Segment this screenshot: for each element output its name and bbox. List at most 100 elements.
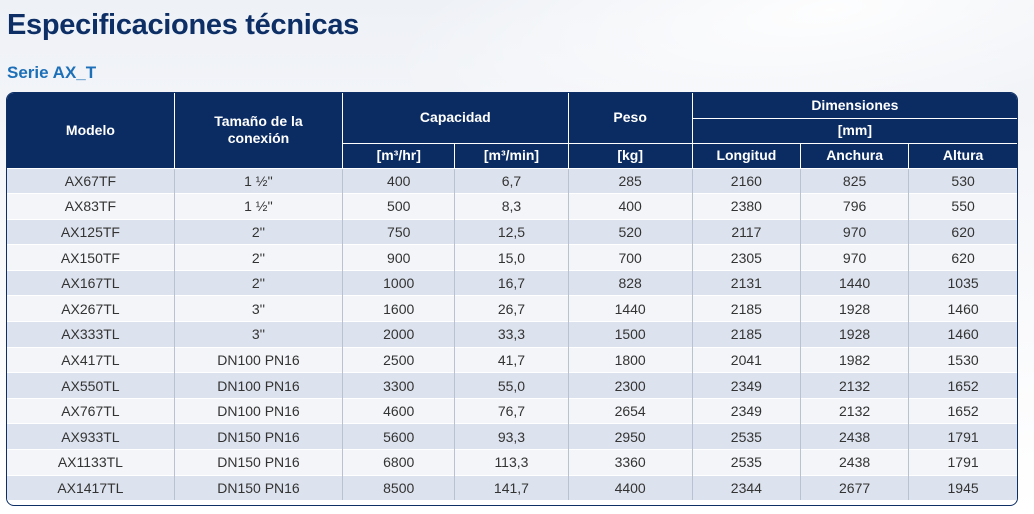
cell-capacidad-m3hr: 6800	[342, 449, 456, 476]
cell-modelo: AX933TL	[7, 423, 175, 450]
cell-longitud: 2535	[692, 423, 801, 450]
cell-capacidad-m3hr: 2500	[342, 346, 456, 373]
cell-anchura: 2677	[800, 474, 910, 501]
cell-anchura: 970	[800, 218, 910, 245]
cell-anchura: 2132	[800, 397, 910, 424]
cell-altura: 1035	[908, 269, 1017, 296]
cell-peso: 700	[568, 244, 693, 271]
cell-capacidad-m3min: 8,3	[454, 193, 569, 220]
cell-peso: 400	[568, 193, 693, 220]
cell-altura: 1530	[908, 346, 1017, 373]
cell-capacidad-m3min: 55,0	[454, 372, 569, 399]
cell-anchura: 1982	[800, 346, 910, 373]
specs-table: Modelo Tamaño de la conexión Capacidad P…	[7, 93, 1017, 501]
cell-longitud: 2117	[692, 218, 801, 245]
cell-capacidad-m3min: 12,5	[454, 218, 569, 245]
cell-capacidad-m3hr: 500	[342, 193, 456, 220]
cell-anchura: 1440	[800, 269, 910, 296]
cell-capacidad-m3min: 76,7	[454, 397, 569, 424]
header-m3min: [m³/min]	[454, 143, 569, 169]
cell-longitud: 2349	[692, 397, 801, 424]
cell-longitud: 2160	[692, 167, 801, 194]
table-row: AX267TL 3'' 1600 26,7 1440 2185 1928 1460	[7, 295, 1017, 322]
cell-altura: 550	[908, 193, 1017, 220]
cell-conexion: 3''	[174, 295, 344, 322]
cell-longitud: 2131	[692, 269, 801, 296]
specs-table-container: Modelo Tamaño de la conexión Capacidad P…	[6, 92, 1018, 506]
cell-longitud: 2380	[692, 193, 801, 220]
cell-anchura: 796	[800, 193, 910, 220]
cell-capacidad-m3min: 141,7	[454, 474, 569, 501]
cell-conexion: 2''	[174, 244, 344, 271]
cell-modelo: AX1133TL	[7, 449, 175, 476]
cell-longitud: 2535	[692, 449, 801, 476]
table-row: AX1417TL DN150 PN16 8500 141,7 4400 2344 2677 1…	[7, 474, 1017, 501]
cell-altura: 1460	[908, 295, 1017, 322]
cell-longitud: 2305	[692, 244, 801, 271]
table-row: AX167TL 2'' 1000 16,7 828 2131 1440 1035	[7, 269, 1017, 296]
header-kg: [kg]	[568, 143, 693, 169]
cell-anchura: 2438	[800, 423, 910, 450]
cell-modelo: AX67TF	[7, 167, 175, 194]
cell-capacidad-m3hr: 1600	[342, 295, 456, 322]
header-dimensiones: Dimensiones	[692, 93, 1017, 119]
cell-peso: 1440	[568, 295, 693, 322]
table-row: AX125TF 2'' 750 12,5 520 2117 970 620	[7, 218, 1017, 245]
table-row: AX333TL 3'' 2000 33,3 1500 2185 1928 1460	[7, 321, 1017, 348]
series-subtitle: Serie AX_T	[7, 63, 97, 82]
cell-conexion: 1 ½''	[174, 193, 344, 220]
cell-peso: 2300	[568, 372, 693, 399]
cell-capacidad-m3hr: 8500	[342, 474, 456, 501]
header-peso: Peso	[568, 93, 693, 144]
table-row: AX550TL DN100 PN16 3300 55,0 2300 2349 2132 165…	[7, 372, 1017, 399]
cell-altura: 1791	[908, 449, 1017, 476]
specs-table-body: AX67TF 1 ½'' 400 6,7 285 2160 825 530 AX83TF 1 ½'…	[7, 167, 1017, 501]
cell-conexion: DN150 PN16	[174, 423, 344, 450]
cell-peso: 1500	[568, 321, 693, 348]
cell-anchura: 970	[800, 244, 910, 271]
cell-altura: 1652	[908, 397, 1017, 424]
cell-conexion: DN100 PN16	[174, 397, 344, 424]
header-longitud: Longitud	[692, 143, 801, 169]
cell-peso: 3360	[568, 449, 693, 476]
cell-capacidad-m3hr: 900	[342, 244, 456, 271]
cell-conexion: 2''	[174, 269, 344, 296]
cell-modelo: AX267TL	[7, 295, 175, 322]
cell-peso: 2654	[568, 397, 693, 424]
cell-anchura: 2132	[800, 372, 910, 399]
cell-capacidad-m3min: 41,7	[454, 346, 569, 373]
cell-modelo: AX167TL	[7, 269, 175, 296]
cell-capacidad-m3min: 93,3	[454, 423, 569, 450]
cell-capacidad-m3hr: 5600	[342, 423, 456, 450]
table-row: AX767TL DN100 PN16 4600 76,7 2654 2349 2132 165…	[7, 397, 1017, 424]
cell-conexion: 3''	[174, 321, 344, 348]
header-modelo: Modelo	[7, 93, 175, 169]
cell-capacidad-m3hr: 2000	[342, 321, 456, 348]
header-m3hr: [m³/hr]	[342, 143, 456, 169]
table-row: AX83TF 1 ½'' 500 8,3 400 2380 796 550	[7, 193, 1017, 220]
cell-capacidad-m3hr: 1000	[342, 269, 456, 296]
table-row: AX933TL DN150 PN16 5600 93,3 2950 2535 2438 179…	[7, 423, 1017, 450]
cell-capacidad-m3min: 16,7	[454, 269, 569, 296]
cell-modelo: AX150TF	[7, 244, 175, 271]
cell-conexion: DN150 PN16	[174, 449, 344, 476]
cell-altura: 620	[908, 244, 1017, 271]
table-row: AX150TF 2'' 900 15,0 700 2305 970 620	[7, 244, 1017, 271]
table-row: AX1133TL DN150 PN16 6800 113,3 3360 2535 2438 1…	[7, 449, 1017, 476]
cell-conexion: 1 ½''	[174, 167, 344, 194]
cell-modelo: AX83TF	[7, 193, 175, 220]
cell-modelo: AX333TL	[7, 321, 175, 348]
cell-capacidad-m3min: 15,0	[454, 244, 569, 271]
cell-capacidad-m3min: 6,7	[454, 167, 569, 194]
cell-capacidad-m3min: 33,3	[454, 321, 569, 348]
header-mm: [mm]	[692, 118, 1017, 144]
cell-peso: 4400	[568, 474, 693, 501]
cell-modelo: AX550TL	[7, 372, 175, 399]
cell-capacidad-m3min: 26,7	[454, 295, 569, 322]
cell-anchura: 1928	[800, 295, 910, 322]
cell-capacidad-m3hr: 3300	[342, 372, 456, 399]
cell-anchura: 825	[800, 167, 910, 194]
cell-conexion: DN150 PN16	[174, 474, 344, 501]
cell-capacidad-m3hr: 400	[342, 167, 456, 194]
cell-longitud: 2185	[692, 295, 801, 322]
